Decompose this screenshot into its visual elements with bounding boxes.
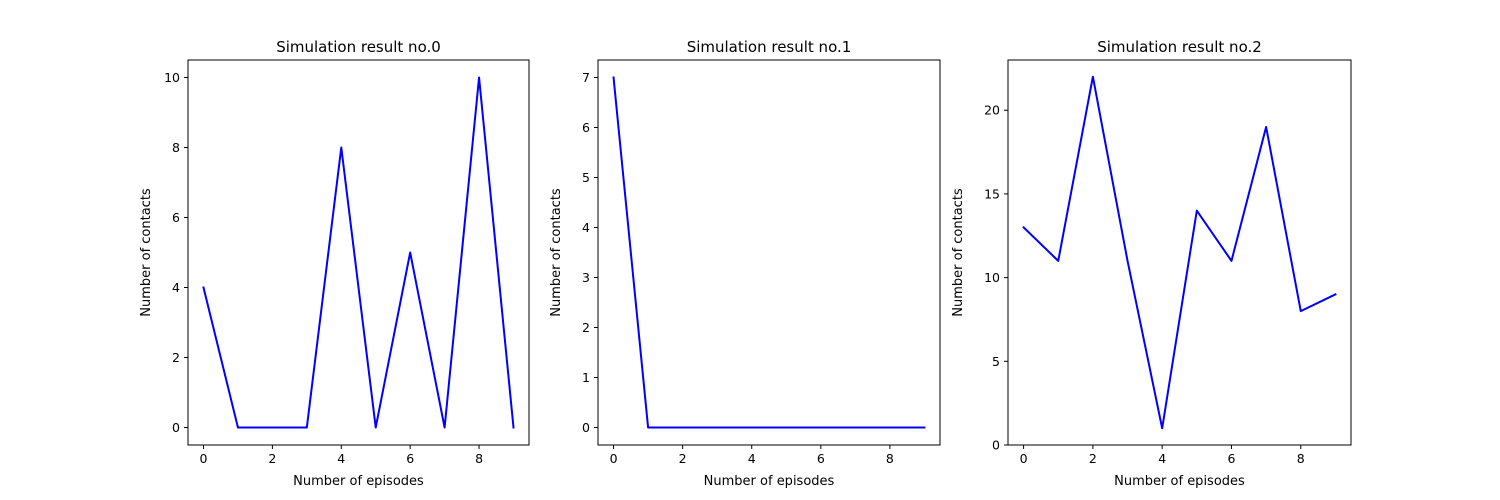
x-tick-label: 2 bbox=[268, 451, 276, 466]
y-tick-label: 6 bbox=[582, 120, 590, 135]
x-tick-label: 8 bbox=[1297, 451, 1305, 466]
x-tick-label: 6 bbox=[406, 451, 414, 466]
chart-panel-1: 0 2 4 6 8 0 1 2 3 4 5 6 7 Simulation result no.1 Numbe… bbox=[549, 38, 941, 489]
y-axis-label: Number of contacts bbox=[951, 188, 966, 317]
chart-title: Simulation result no.1 bbox=[687, 38, 852, 56]
y-tick-label: 20 bbox=[984, 103, 1000, 118]
x-tick-label: 8 bbox=[475, 451, 483, 466]
chart-panel-0: 0 2 4 6 8 0 2 4 6 8 10 Simulation result no.0 Number… bbox=[139, 38, 530, 489]
chart-title: Simulation result no.2 bbox=[1097, 38, 1262, 56]
y-tick-label: 1 bbox=[582, 370, 590, 385]
x-tick-label: 2 bbox=[679, 451, 687, 466]
y-tick-label: 10 bbox=[984, 270, 1000, 285]
series-line-0 bbox=[202, 76, 515, 429]
chart-title: Simulation result no.0 bbox=[276, 38, 441, 56]
y-tick-label: 6 bbox=[172, 210, 180, 225]
x-tick-label: 6 bbox=[1227, 451, 1235, 466]
y-tick-label: 5 bbox=[992, 354, 1000, 369]
x-tick-label: 4 bbox=[1158, 451, 1166, 466]
y-tick-label: 3 bbox=[582, 270, 590, 285]
y-tick-label: 0 bbox=[172, 420, 180, 435]
x-tick-label: 8 bbox=[886, 451, 894, 466]
y-tick-label: 2 bbox=[582, 320, 590, 335]
y-tick-label: 4 bbox=[172, 280, 180, 295]
x-tick-label: 4 bbox=[748, 451, 756, 466]
y-tick-label: 2 bbox=[172, 350, 180, 365]
x-tick-label: 2 bbox=[1089, 451, 1097, 466]
y-tick-label: 10 bbox=[164, 70, 180, 85]
x-axis-label: Number of episodes bbox=[1114, 474, 1245, 489]
axes-frame bbox=[187, 59, 530, 446]
x-tick-label: 6 bbox=[817, 451, 825, 466]
y-tick-label: 0 bbox=[992, 438, 1000, 453]
y-tick-label: 15 bbox=[984, 186, 1000, 201]
x-axis-label: Number of episodes bbox=[293, 474, 424, 489]
y-axis-label: Number of contacts bbox=[549, 188, 564, 317]
series-line-0 bbox=[1022, 75, 1337, 430]
y-tick-label: 0 bbox=[582, 420, 590, 435]
axes-frame bbox=[1007, 59, 1352, 446]
axes-frame bbox=[597, 59, 941, 446]
y-tick-label: 5 bbox=[582, 170, 590, 185]
x-tick-label: 0 bbox=[200, 451, 208, 466]
x-tick-label: 0 bbox=[610, 451, 618, 466]
series-line-0 bbox=[612, 76, 926, 429]
x-tick-label: 4 bbox=[337, 451, 345, 466]
x-axis-label: Number of episodes bbox=[704, 474, 835, 489]
y-tick-label: 4 bbox=[582, 220, 590, 235]
y-tick-label: 7 bbox=[582, 70, 590, 85]
y-axis-label: Number of contacts bbox=[139, 188, 154, 317]
chart-panel-2: 0 2 4 6 8 0 5 10 15 20 Simulation result no.2 Numbe… bbox=[951, 38, 1352, 489]
y-tick-label: 8 bbox=[172, 140, 180, 155]
x-tick-label: 0 bbox=[1020, 451, 1028, 466]
